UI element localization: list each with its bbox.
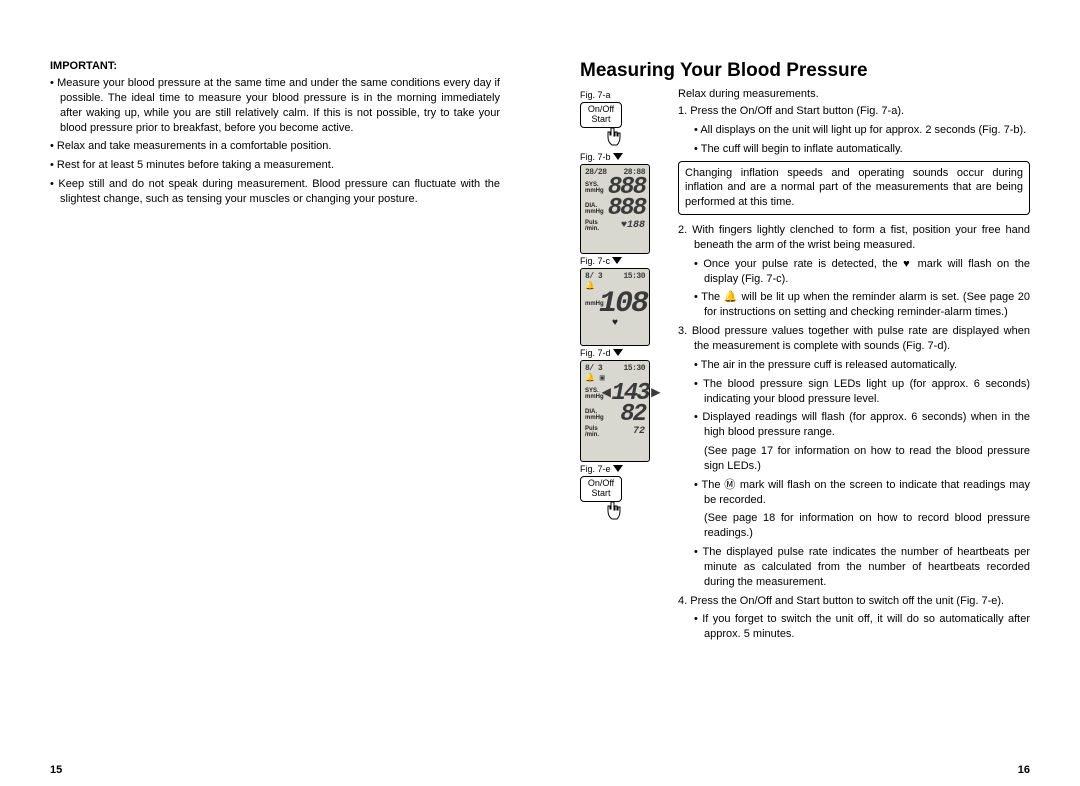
fig-7d-label: Fig. 7-d <box>580 348 660 358</box>
sub-item: The blood pressure sign LEDs light up (f… <box>694 377 1030 407</box>
sub-item: The 🔔 will be lit up when the reminder a… <box>694 290 1030 320</box>
important-item: Keep still and do not speak during measu… <box>50 177 500 207</box>
hand-pointer-icon <box>604 500 622 522</box>
sub-item: The Ⓜ mark will flash on the screen to i… <box>694 478 1030 508</box>
sub-item: Once your pulse rate is detected, the ♥ … <box>694 257 1030 287</box>
page-number-left: 15 <box>50 764 62 776</box>
important-list: Measure your blood pressure at the same … <box>50 76 500 207</box>
step-4: Press the On/Off and Start button to swi… <box>678 594 1030 609</box>
important-item: Measure your blood pressure at the same … <box>50 76 500 135</box>
down-arrow-icon <box>612 257 622 264</box>
step4-sublist: If you forget to switch the unit off, it… <box>694 612 1030 642</box>
important-item: Rest for at least 5 minutes before takin… <box>50 158 500 173</box>
steps-list: Press the On/Off and Start button (Fig. … <box>678 104 1030 119</box>
fig-7c-label: Fig. 7-c <box>580 256 660 266</box>
down-arrow-icon <box>613 153 623 160</box>
steps-list-4: Press the On/Off and Start button to swi… <box>678 594 1030 609</box>
step3-sublist-3: The displayed pulse rate indicates the n… <box>694 545 1030 590</box>
step-1: Press the On/Off and Start button (Fig. … <box>678 104 1030 119</box>
important-label: IMPORTANT: <box>50 60 500 72</box>
sub-item: The displayed pulse rate indicates the n… <box>694 545 1030 590</box>
steps-list-2: With fingers lightly clenched to form a … <box>678 223 1030 253</box>
see-page-17-note: (See page 17 for information on how to r… <box>694 444 1030 474</box>
step2-sublist: Once your pulse rate is detected, the ♥ … <box>694 257 1030 320</box>
step1-sublist: All displays on the unit will light up f… <box>694 123 1030 157</box>
step-2: With fingers lightly clenched to form a … <box>678 223 1030 253</box>
hand-pointer-icon <box>604 126 622 148</box>
step3-sublist-2: The Ⓜ mark will flash on the screen to i… <box>694 478 1030 508</box>
steps-list-3: Blood pressure values together with puls… <box>678 324 1030 354</box>
sub-item: Displayed readings will flash (for appro… <box>694 410 1030 440</box>
sub-item: If you forget to switch the unit off, it… <box>694 612 1030 642</box>
important-item: Relax and take measurements in a comfort… <box>50 139 500 154</box>
fig-7e-label: Fig. 7-e <box>580 464 660 474</box>
fig-7b-label: Fig. 7-b <box>580 152 660 162</box>
step3-sublist: The air in the pressure cuff is released… <box>694 358 1030 440</box>
sub-item: All displays on the unit will light up f… <box>694 123 1030 138</box>
lcd-display-b: 28/2828:88 SYS.mmHg888 DIA.mmHg888 Puls/… <box>580 164 650 254</box>
page-number-right: 16 <box>1018 764 1030 776</box>
onoff-button-fig-e: On/Off Start <box>580 476 622 502</box>
sub-item: The cuff will begin to inflate automatic… <box>694 142 1030 157</box>
left-page: IMPORTANT: Measure your blood pressure a… <box>50 60 500 756</box>
section-title: Measuring Your Blood Pressure <box>580 60 1030 82</box>
down-arrow-icon <box>613 465 623 472</box>
sub-item: The air in the pressure cuff is released… <box>694 358 1030 373</box>
fig-7a-label: Fig. 7-a <box>580 90 660 100</box>
intro-text: Relax during measurements. <box>678 88 1030 100</box>
lcd-display-c: 8/ 315:30 🔔 mmHg108 ♥ <box>580 268 650 346</box>
instructions-column: Relax during measurements. Press the On/… <box>678 88 1030 646</box>
step-3: Blood pressure values together with puls… <box>678 324 1030 354</box>
down-arrow-icon <box>613 349 623 356</box>
info-box: Changing inflation speeds and operating … <box>678 161 1030 216</box>
see-page-18-note: (See page 18 for information on how to r… <box>694 511 1030 541</box>
right-page: Measuring Your Blood Pressure Fig. 7-a O… <box>580 60 1030 756</box>
onoff-button-fig-a: On/Off Start <box>580 102 622 128</box>
page-spread: IMPORTANT: Measure your blood pressure a… <box>0 0 1080 786</box>
lcd-display-d: 8/ 315:30 🔔 ▣ SYS.mmHg◂143▸ DIA.mmHg82 P… <box>580 360 650 462</box>
figures-column: Fig. 7-a On/Off Start Fig. 7-b 28/2828:8… <box>580 88 660 646</box>
